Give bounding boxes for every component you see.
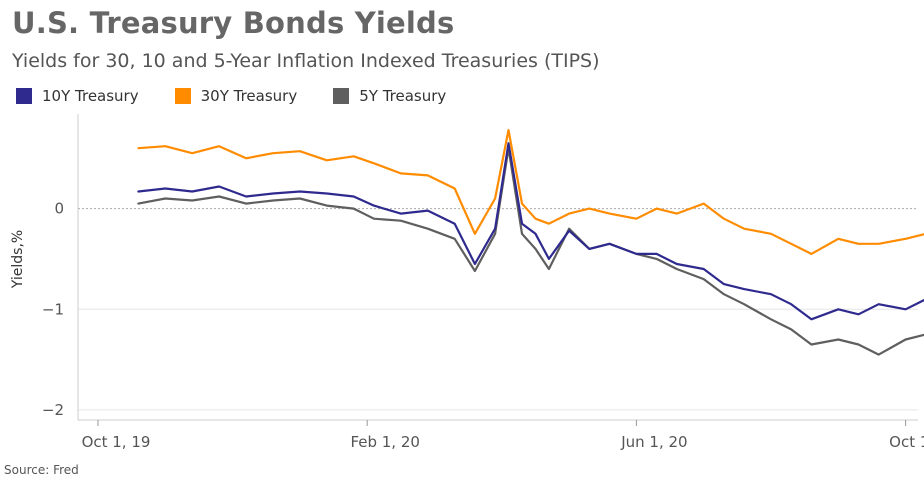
series-line-30y — [137, 129, 924, 255]
legend: 10Y Treasury 30Y Treasury 5Y Treasury — [16, 85, 482, 107]
legend-item-10y[interactable]: 10Y Treasury — [16, 87, 139, 105]
y-axis-title: Yields,% — [10, 230, 26, 289]
y-tick-label: −1 — [42, 300, 64, 318]
y-tick-label: 0 — [54, 200, 64, 218]
legend-item-5y[interactable]: 5Y Treasury — [333, 87, 446, 105]
label-layer: 0 −1 −2 Oct 1, 19 Feb 1, 20 Jun 1, 20 Oct 1, 2… — [42, 200, 924, 451]
series-line-10y — [137, 142, 924, 321]
series-line-5y — [137, 147, 924, 356]
grid-layer — [78, 208, 918, 411]
source-note: Source: Fred — [4, 463, 79, 477]
legend-label-10y: 10Y Treasury — [42, 87, 139, 105]
legend-swatch-5y — [333, 88, 350, 104]
x-tick-label: Oct 1, 19 — [82, 433, 151, 451]
chart-title: U.S. Treasury Bonds Yields — [12, 6, 455, 40]
legend-item-30y[interactable]: 30Y Treasury — [174, 87, 298, 105]
legend-label-30y: 30Y Treasury — [200, 87, 298, 105]
legend-swatch-10y — [16, 88, 32, 104]
legend-label-5y: 5Y Treasury — [359, 87, 447, 105]
legend-swatch-30y — [174, 88, 191, 104]
x-tick-label: Oct 1, 20 — [889, 433, 924, 451]
series-layer — [137, 129, 924, 356]
chart-subtitle: Yields for 30, 10 and 5-Year Inflation I… — [12, 50, 600, 72]
x-tick-label: Jun 1, 20 — [620, 433, 687, 451]
y-tick-label: −2 — [42, 401, 64, 419]
x-tick-label: Feb 1, 20 — [350, 433, 420, 451]
axis-layer — [77, 114, 918, 426]
